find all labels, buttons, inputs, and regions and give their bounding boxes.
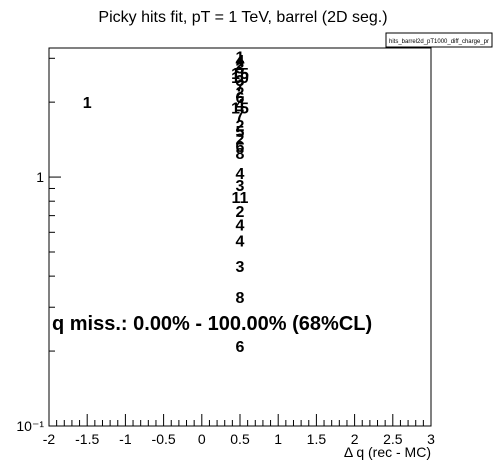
data-point-label: 3 <box>236 259 245 276</box>
data-point-label: 2 <box>236 131 245 148</box>
data-point-label: 2 <box>236 57 245 74</box>
data-point-label: 2 <box>236 118 245 135</box>
stats-box-frame <box>385 32 493 48</box>
data-point-label: 7 <box>236 79 245 96</box>
x-tick-label: -1 <box>119 431 132 447</box>
x-tick-label: -0.5 <box>152 431 176 447</box>
data-point-label: 4 <box>236 166 245 183</box>
data-point-label: 15 <box>231 101 249 118</box>
y-tick-label: 10⁻¹ <box>16 418 44 434</box>
x-tick-label: 2 <box>351 431 359 447</box>
data-point-label: 1 <box>83 95 92 112</box>
y-tick-label: 1 <box>36 169 44 185</box>
data-point-label: 3 <box>236 73 245 90</box>
data-point-label: 1 <box>236 50 245 67</box>
x-axis-ticks <box>48 414 432 426</box>
x-axis-title: Δ q (rec - MC) <box>344 444 431 460</box>
data-point-label: 4 <box>236 53 245 70</box>
chart-title: Picky hits fit, pT = 1 TeV, barrel (2D s… <box>98 9 387 26</box>
data-point-label: 6 <box>236 139 245 156</box>
data-point-label: 4 <box>236 234 245 251</box>
data-point-label: 8 <box>236 146 245 163</box>
data-point-label: 6 <box>236 90 245 107</box>
data-point-label: 3 <box>236 178 245 195</box>
data-point-label: 15 <box>231 66 249 83</box>
stats-box: hits_barrel2d_pT1000_diff_charge_pr <box>385 32 493 48</box>
data-point-label: 4 <box>236 217 245 234</box>
data-point-label: 4 <box>236 97 245 114</box>
x-tick-label: -2 <box>43 431 56 447</box>
data-point-label: 3 <box>236 61 245 78</box>
y-axis-tick-labels: 1 10⁻¹ <box>16 169 44 434</box>
data-point-label: 10 <box>231 70 249 87</box>
data-point-label: 6 <box>236 339 245 356</box>
stats-box-label: hits_barrel2d_pT1000_diff_charge_pr <box>389 39 489 45</box>
x-tick-label: -1.5 <box>75 431 99 447</box>
data-point-label: 7 <box>236 108 245 125</box>
data-point-label: 11 <box>232 190 249 207</box>
y-axis-ticks <box>49 57 61 427</box>
x-tick-label: 3 <box>427 431 435 447</box>
x-tick-label: 1.5 <box>307 431 327 447</box>
x-tick-label: 0.5 <box>230 431 250 447</box>
data-point-label: 2 <box>236 204 245 221</box>
data-point-label: 2 <box>236 85 245 102</box>
data-point-label: 8 <box>236 290 245 307</box>
x-tick-label: 2.5 <box>383 431 403 447</box>
x-axis-tick-labels: -2 -1.5 -1 -0.5 0 0.5 1 1.5 2 2.5 3 <box>43 431 435 447</box>
data-point-label: 5 <box>236 124 245 141</box>
x-tick-label: 1 <box>274 431 282 447</box>
x-tick-label: 0 <box>198 431 206 447</box>
annotation-q-miss: q miss.: 0.00% - 100.00% (68%CL) <box>52 313 372 335</box>
